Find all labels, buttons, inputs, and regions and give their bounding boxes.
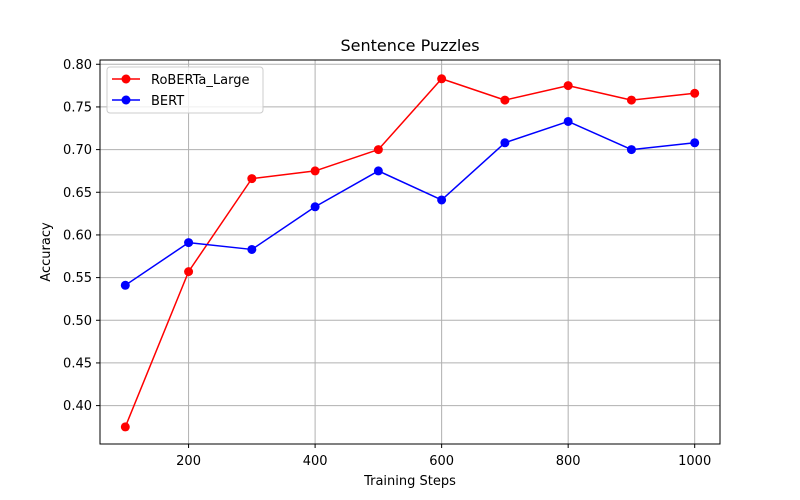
data-point-bert	[690, 138, 700, 148]
x-tick-label: 600	[429, 454, 454, 469]
data-point-bert	[247, 244, 257, 254]
legend-marker-bert	[121, 95, 131, 105]
y-tick-label: 0.55	[63, 271, 92, 286]
data-point-bert	[184, 238, 194, 248]
data-point-roberta-large	[626, 95, 636, 105]
series-line-bert	[124, 120, 695, 286]
data-point-roberta-large	[373, 145, 383, 155]
data-point-bert	[373, 166, 383, 176]
series-line-roberta-large	[124, 78, 695, 428]
data-point-roberta-large	[184, 267, 194, 277]
legend-label-bert: BERT	[151, 94, 184, 109]
data-point-roberta-large	[690, 88, 700, 98]
data-point-bert	[563, 116, 573, 126]
legend-label-roberta: RoBERTa_Large	[151, 73, 249, 88]
legend-box	[106, 66, 264, 114]
y-axis-label: Accuracy	[39, 222, 54, 282]
plot-frame	[99, 59, 721, 445]
legend-marker-roberta	[121, 74, 131, 84]
series-layer	[120, 74, 700, 432]
data-point-roberta-large	[563, 81, 573, 91]
data-point-bert	[310, 202, 320, 212]
data-point-bert	[500, 138, 510, 148]
y-tick-label: 0.40	[63, 399, 92, 414]
x-tick-label: 400	[303, 454, 328, 469]
x-tick-label: 800	[556, 454, 581, 469]
y-tick-label: 0.65	[63, 186, 92, 201]
data-point-roberta-large	[500, 95, 510, 105]
y-tick-label: 0.80	[63, 58, 92, 73]
data-point-bert	[120, 280, 130, 290]
data-point-roberta-large	[437, 74, 447, 84]
x-tick-label: 200	[176, 454, 201, 469]
y-tick-label: 0.60	[63, 228, 92, 243]
tick-layer: 200 400 600 800 1000 0.40 0.45 0.50 0.55 0.60 0.65…	[63, 58, 711, 469]
y-tick-label: 0.70	[63, 143, 92, 158]
y-tick-label: 0.50	[63, 314, 92, 329]
data-point-roberta-large	[247, 174, 257, 184]
data-point-bert	[437, 195, 447, 205]
data-point-roberta-large	[120, 422, 130, 432]
data-point-roberta-large	[310, 166, 320, 176]
y-tick-label: 0.45	[63, 356, 92, 371]
y-tick-label: 0.75	[63, 100, 92, 115]
x-axis-label: Training Steps	[363, 474, 456, 489]
chart-title: Sentence Puzzles	[340, 36, 479, 55]
grid-layer	[100, 60, 720, 444]
data-point-bert	[626, 145, 636, 155]
legend: RoBERTa_Large BERT	[106, 66, 264, 114]
x-tick-label: 1000	[678, 454, 711, 469]
